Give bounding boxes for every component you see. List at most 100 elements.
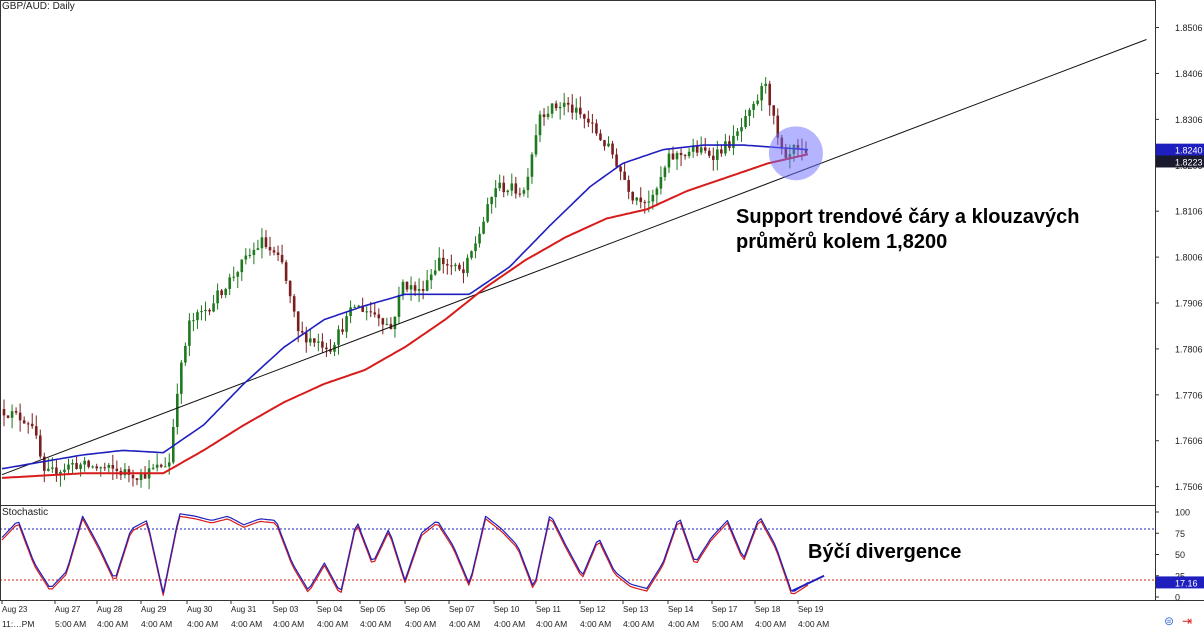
candle-body <box>22 420 26 424</box>
candle-body <box>30 423 34 427</box>
go-to-end-icon[interactable]: ⇥ <box>1182 614 1193 628</box>
candle-body <box>748 109 751 117</box>
time-time-label: 5:00 AM <box>55 619 86 629</box>
candle-body <box>607 143 610 147</box>
divergence-line <box>791 574 825 592</box>
candle-body <box>772 105 776 116</box>
candle-body <box>599 133 602 141</box>
support-annotation-line-1: Support trendové čáry a klouzavých <box>736 206 1080 228</box>
candle-body <box>308 338 312 343</box>
candle-body <box>558 106 562 109</box>
candle-body <box>139 474 143 481</box>
candle-body <box>87 460 90 467</box>
stochastic-panel[interactable] <box>0 513 1155 596</box>
candle-body <box>325 347 328 350</box>
candle-body <box>522 190 526 194</box>
time-date-label: Aug 29 <box>141 605 167 614</box>
candle-body <box>619 166 622 172</box>
time-time-label: 4:00 AM <box>405 619 436 629</box>
candle-body <box>55 467 58 476</box>
candle-body <box>591 122 594 124</box>
candle-body <box>446 264 449 266</box>
time-date-label: Sep 07 <box>449 605 475 614</box>
stochastic-tick-label: 0 <box>1175 593 1180 603</box>
candle-body <box>663 167 667 178</box>
candle-body <box>95 466 99 469</box>
support-highlight-circle <box>768 126 823 181</box>
candle-body <box>744 116 747 128</box>
candle-body <box>385 323 389 325</box>
candle-body <box>401 281 405 295</box>
candle-body <box>369 311 373 313</box>
candle-body <box>583 114 586 119</box>
time-time-label: 4:00 AM <box>360 619 391 629</box>
candle-body <box>38 435 42 457</box>
candle-body <box>458 264 461 270</box>
candle-body <box>716 149 719 160</box>
price-tick-label: 1.7606 <box>1175 436 1203 446</box>
price-label-top-bg <box>1156 143 1204 156</box>
candle-body <box>639 197 643 203</box>
moving-average-blue <box>1 144 809 470</box>
candle-body <box>752 103 755 110</box>
time-time-label: 4:00 AM <box>623 619 654 629</box>
candle-body <box>377 314 381 319</box>
candle-body <box>79 464 82 470</box>
price-tick-label: 1.7906 <box>1175 299 1203 309</box>
candle-body <box>659 177 663 189</box>
candle-body <box>579 107 582 115</box>
candle-body <box>740 127 743 132</box>
stochastic-tick-label: 100 <box>1175 508 1190 518</box>
candle-body <box>272 250 276 253</box>
candle-body <box>566 102 570 105</box>
candle-body <box>212 303 215 312</box>
candle-body <box>232 276 236 278</box>
moving-average-red <box>1 153 809 479</box>
candle-body <box>643 202 647 204</box>
time-time-label: 4:00 AM <box>536 619 567 629</box>
time-date-label: Sep 19 <box>798 605 824 614</box>
candle-body <box>760 86 763 101</box>
candle-body <box>764 83 767 87</box>
candle-body <box>10 411 14 418</box>
candle-body <box>220 290 223 296</box>
time-date-label: Sep 06 <box>405 605 431 614</box>
time-time-label: 11:…PM <box>2 619 34 629</box>
candle-body <box>695 146 699 153</box>
candle-body <box>498 182 502 189</box>
time-time-label: 4:00 AM <box>494 619 525 629</box>
candle-body <box>530 154 534 177</box>
candle-body <box>103 467 107 469</box>
candle-body <box>123 469 127 476</box>
candle-body <box>159 464 163 467</box>
stochastic-tick-label: 75 <box>1175 529 1185 539</box>
candle-body <box>631 191 634 201</box>
candle-body <box>83 460 86 465</box>
candle-body <box>587 118 590 123</box>
candle-body <box>14 411 18 413</box>
candle-body <box>595 123 598 134</box>
candle-body <box>67 464 70 470</box>
candle-body <box>296 311 300 332</box>
candle-body <box>107 464 111 468</box>
time-time-label: 4:00 AM <box>273 619 304 629</box>
price-panel[interactable] <box>1 39 1147 490</box>
candle-body <box>196 312 199 321</box>
candle-body <box>204 309 207 312</box>
candle-body <box>397 294 401 317</box>
candle-body <box>135 478 139 481</box>
candle-body <box>474 243 477 252</box>
candle-body <box>143 474 147 479</box>
candle-body <box>671 153 675 160</box>
candle-body <box>756 100 759 104</box>
sync-icon[interactable]: ⊜ <box>1164 614 1175 628</box>
stochastic-label: Stochastic <box>2 507 49 518</box>
time-date-label: Sep 13 <box>623 605 649 614</box>
candle-body <box>546 113 550 117</box>
candle-body <box>413 285 417 291</box>
candle-body <box>264 237 268 248</box>
time-date-label: Aug 28 <box>97 605 123 614</box>
candle-body <box>562 102 566 107</box>
trendline <box>1 39 1147 476</box>
